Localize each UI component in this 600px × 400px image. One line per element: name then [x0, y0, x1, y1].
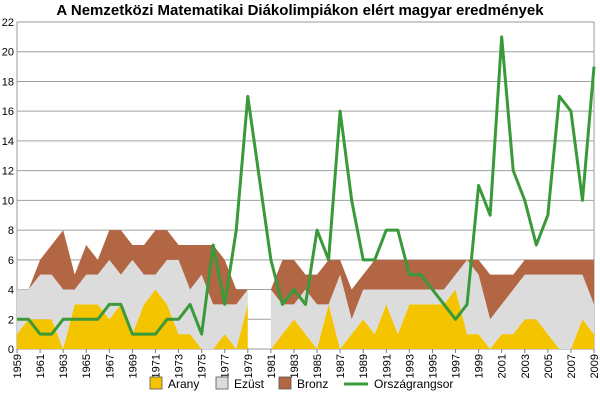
x-tick-label: 2007 [566, 354, 578, 378]
y-tick-label: 16 [2, 106, 14, 118]
area-ezüst-1 [270, 259, 594, 349]
y-tick-label: 8 [8, 225, 14, 237]
legend-label: Ezüst [234, 377, 265, 391]
legend-label: Arany [168, 377, 199, 391]
legend-swatch-ezüst [215, 376, 229, 390]
y-tick-label: 6 [8, 255, 14, 267]
x-tick-label: 1959 [12, 354, 24, 378]
stacked-areas [17, 230, 594, 349]
y-tick-label: 12 [2, 166, 14, 178]
x-tick-label: 1983 [289, 354, 301, 378]
x-tick-label: 2009 [589, 354, 600, 378]
x-tick-label: 1973 [174, 354, 186, 378]
x-tick-label: 1969 [127, 354, 139, 378]
x-tick-label: 1985 [312, 354, 324, 378]
y-tick-label: 14 [2, 136, 14, 148]
y-tick-label: 20 [2, 47, 14, 59]
area-ezüst-0 [17, 259, 248, 349]
x-tick-label: 1965 [81, 354, 93, 378]
x-tick-label: 1963 [58, 354, 70, 378]
x-tick-label: 1995 [427, 354, 439, 378]
x-tick-label: 2005 [543, 354, 555, 378]
x-axis-ticks: 1959 1961 1963 1965 1967 1969 1971 1973 1975 1977… [12, 349, 600, 378]
x-tick-label: 1987 [335, 354, 347, 378]
legend-label: Bronz [297, 377, 328, 391]
x-tick-label: 1989 [358, 354, 370, 378]
y-tick-label: 0 [8, 344, 14, 356]
series-line-orszagrangsor [17, 35, 596, 336]
x-tick-label: 1971 [150, 354, 162, 378]
y-tick-label: 22 [2, 17, 14, 29]
x-tick-label: 2003 [520, 354, 532, 378]
x-tick-label: 1991 [381, 354, 393, 378]
x-tick-label: 1981 [266, 354, 278, 378]
x-tick-label: 1967 [104, 354, 116, 378]
y-axis-ticks: 0 2 4 6 8 10 12 14 16 18 20 22 [2, 17, 14, 356]
area-bronz-0 [17, 230, 248, 305]
x-tick-label: 1999 [474, 354, 486, 378]
x-tick-label: 2001 [497, 354, 509, 378]
legend-swatch-bronz [278, 376, 292, 390]
legend-swatch-arany [149, 376, 163, 390]
x-tick-label: 1961 [35, 354, 47, 378]
legend-label: Országrangsor [374, 377, 453, 391]
x-tick-label: 1975 [197, 354, 209, 378]
area-bronz-1 [270, 259, 594, 320]
legend: Arany Ezüst Bronz Országrangsor [149, 376, 453, 391]
chart-title: A Nemzetközi Matematikai Diákolimpiákon … [56, 2, 544, 19]
y-tick-label: 10 [2, 195, 14, 207]
x-tick-label: 1993 [404, 354, 416, 378]
rank-line [17, 35, 596, 336]
y-tick-label: 4 [8, 285, 14, 297]
x-tick-label: 1977 [220, 354, 232, 378]
y-tick-label: 2 [8, 314, 14, 326]
y-tick-label: 18 [2, 76, 14, 88]
x-tick-label: 1979 [243, 354, 255, 378]
x-tick-label: 1997 [451, 354, 463, 378]
